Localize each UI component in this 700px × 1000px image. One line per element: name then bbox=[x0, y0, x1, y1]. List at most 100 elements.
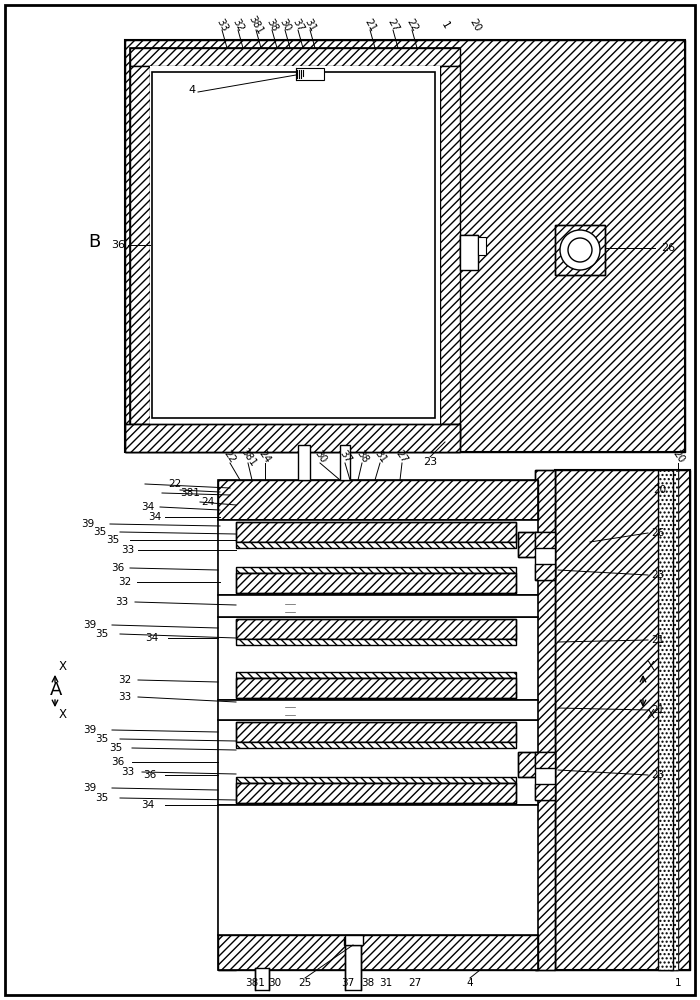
Bar bbox=[130, 48, 460, 66]
Bar bbox=[658, 470, 673, 970]
Text: 37: 37 bbox=[342, 978, 355, 988]
Circle shape bbox=[560, 230, 600, 270]
Text: 34: 34 bbox=[146, 633, 159, 643]
Bar bbox=[236, 777, 516, 783]
Bar bbox=[298, 445, 310, 480]
Text: 35: 35 bbox=[109, 743, 122, 753]
Bar bbox=[218, 720, 538, 805]
Bar bbox=[658, 470, 673, 970]
Text: 27: 27 bbox=[394, 449, 410, 465]
Bar bbox=[236, 754, 516, 777]
Bar bbox=[236, 742, 516, 748]
Bar bbox=[218, 480, 538, 520]
Bar bbox=[236, 672, 516, 678]
Text: 33: 33 bbox=[118, 692, 132, 702]
Bar bbox=[255, 968, 269, 990]
Text: X: X bbox=[59, 660, 67, 674]
Text: 38: 38 bbox=[354, 449, 370, 465]
Text: A: A bbox=[50, 681, 62, 699]
Bar bbox=[218, 700, 538, 720]
Bar bbox=[535, 752, 555, 800]
Bar bbox=[236, 678, 516, 698]
Bar bbox=[236, 783, 516, 803]
Bar bbox=[236, 678, 516, 698]
Text: 33: 33 bbox=[121, 767, 134, 777]
Bar bbox=[236, 722, 516, 742]
Bar bbox=[340, 445, 350, 480]
Bar bbox=[236, 542, 516, 548]
Text: 35: 35 bbox=[95, 793, 108, 803]
Text: 39: 39 bbox=[83, 783, 97, 793]
Text: 381: 381 bbox=[245, 978, 265, 988]
Text: 36: 36 bbox=[111, 757, 125, 767]
Text: 36: 36 bbox=[111, 240, 125, 250]
Text: 381: 381 bbox=[238, 446, 258, 468]
Bar bbox=[518, 532, 536, 557]
Bar bbox=[345, 935, 363, 945]
Circle shape bbox=[560, 230, 600, 270]
Text: B: B bbox=[88, 233, 100, 251]
Bar bbox=[536, 539, 544, 549]
Bar bbox=[478, 237, 486, 255]
Bar bbox=[236, 573, 516, 593]
Text: 39: 39 bbox=[81, 519, 94, 529]
Text: 35: 35 bbox=[95, 629, 108, 639]
Text: 31: 31 bbox=[302, 17, 318, 33]
Text: 32: 32 bbox=[118, 675, 132, 685]
Text: 23: 23 bbox=[652, 570, 664, 580]
Bar bbox=[236, 742, 516, 748]
Bar bbox=[440, 66, 460, 424]
Text: 26: 26 bbox=[652, 528, 664, 538]
Bar bbox=[236, 542, 516, 548]
Text: 38: 38 bbox=[361, 978, 374, 988]
Text: 1: 1 bbox=[675, 978, 681, 988]
Text: 38: 38 bbox=[265, 17, 279, 33]
Text: 21: 21 bbox=[652, 705, 664, 715]
Bar bbox=[130, 48, 460, 442]
Text: 20: 20 bbox=[468, 17, 482, 33]
Text: 22: 22 bbox=[405, 17, 419, 33]
Text: 37: 37 bbox=[290, 17, 306, 33]
Bar bbox=[535, 532, 555, 548]
Bar bbox=[236, 567, 516, 573]
Bar bbox=[555, 470, 690, 970]
Text: 25: 25 bbox=[298, 978, 312, 988]
Text: 34: 34 bbox=[141, 800, 155, 810]
Text: 33: 33 bbox=[121, 545, 134, 555]
Bar bbox=[518, 752, 536, 777]
Text: 24: 24 bbox=[202, 497, 215, 507]
Bar bbox=[218, 617, 538, 700]
Text: 1: 1 bbox=[439, 20, 451, 30]
Text: 20: 20 bbox=[653, 485, 666, 495]
Bar bbox=[535, 532, 555, 580]
Bar bbox=[345, 940, 361, 990]
Bar bbox=[236, 639, 516, 645]
Bar bbox=[518, 752, 536, 777]
Bar bbox=[218, 480, 236, 970]
Bar bbox=[296, 68, 324, 80]
Text: 381: 381 bbox=[180, 488, 200, 498]
Bar bbox=[535, 784, 555, 800]
Bar bbox=[460, 245, 478, 260]
Text: 23: 23 bbox=[423, 457, 437, 467]
Text: 26: 26 bbox=[661, 243, 675, 253]
Bar bbox=[236, 722, 516, 742]
Text: 32: 32 bbox=[118, 577, 132, 587]
Text: X: X bbox=[59, 708, 67, 722]
Text: 22: 22 bbox=[169, 479, 181, 489]
Text: X: X bbox=[647, 708, 655, 722]
Text: 36: 36 bbox=[144, 770, 157, 780]
Bar bbox=[236, 639, 516, 645]
Bar bbox=[236, 554, 516, 567]
Bar bbox=[125, 424, 460, 452]
Bar bbox=[236, 573, 516, 593]
Text: 21: 21 bbox=[363, 17, 377, 33]
Bar bbox=[670, 470, 678, 970]
Bar bbox=[236, 672, 516, 678]
Text: 30: 30 bbox=[312, 449, 328, 465]
Text: 36: 36 bbox=[111, 563, 125, 573]
Text: 33: 33 bbox=[116, 597, 129, 607]
Bar bbox=[130, 66, 150, 424]
Bar bbox=[236, 651, 516, 672]
Text: 23: 23 bbox=[652, 770, 664, 780]
